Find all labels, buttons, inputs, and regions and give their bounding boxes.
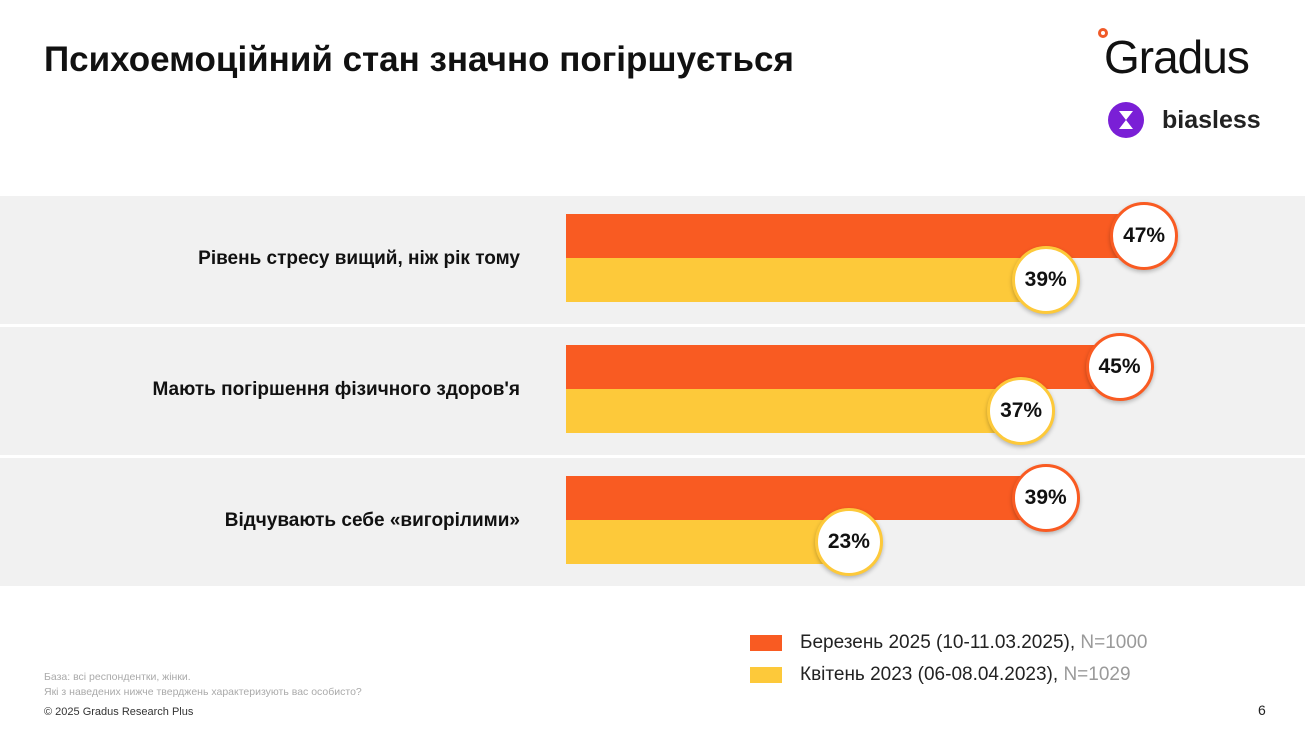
category-label: Відчувають себе «вигорілими» — [224, 510, 520, 531]
legend-swatch — [750, 635, 782, 651]
data-label: 39% — [1011, 246, 1080, 314]
copyright: © 2025 Gradus Research Plus — [44, 706, 194, 718]
footnote-base: База: всі респондентки, жінки. — [44, 671, 191, 683]
gradus-logo: Gradus — [1104, 31, 1250, 83]
legend-swatch — [750, 667, 782, 683]
category-label: Мають погіршення фізичного здоров'я — [152, 379, 520, 400]
bar — [566, 389, 1022, 433]
footnote: База: всі респондентки, жінки. Які з нав… — [44, 670, 362, 700]
biasless-logo: biasless — [1108, 102, 1261, 138]
legend-item-2023: Квітень 2023 (06-08.04.2023), N=1029 — [750, 664, 1148, 686]
data-label: 23% — [814, 508, 883, 576]
legend-label: Березень 2025 (10-11.03.2025) — [800, 632, 1070, 653]
bar — [566, 258, 1046, 302]
legend: Березень 2025 (10-11.03.2025), N=1000 Кв… — [750, 632, 1148, 696]
page-title: Психоемоційний стан значно погіршується — [44, 40, 794, 79]
data-label: 37% — [987, 377, 1056, 445]
data-label: 39% — [1011, 464, 1080, 532]
biasless-logo-text: biasless — [1162, 105, 1261, 134]
footnote-question: Які з наведених нижче тверджень характер… — [44, 686, 362, 698]
gradus-logo-dot — [1098, 28, 1108, 38]
legend-item-2025: Березень 2025 (10-11.03.2025), N=1000 — [750, 632, 1148, 654]
page-number: 6 — [1258, 702, 1266, 718]
legend-n: N=1000 — [1080, 632, 1148, 653]
legend-label: Квітень 2023 (06-08.04.2023) — [800, 664, 1053, 685]
data-label: 47% — [1110, 202, 1179, 270]
bar — [566, 476, 1046, 520]
bar — [566, 520, 849, 564]
legend-n: N=1029 — [1063, 664, 1131, 685]
data-label: 45% — [1085, 333, 1154, 401]
hourglass-icon — [1108, 102, 1144, 138]
category-label: Рівень стресу вищий, ніж рік тому — [198, 248, 520, 269]
